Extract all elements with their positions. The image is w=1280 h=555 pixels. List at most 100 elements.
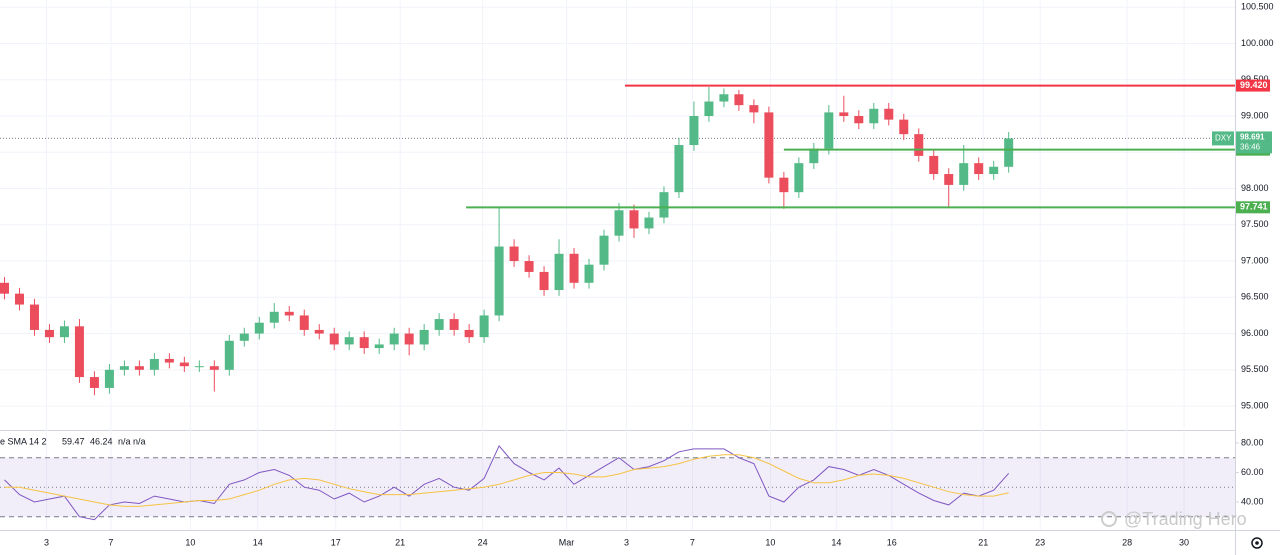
x-tick-label: 7 <box>108 537 113 547</box>
x-tick-label: 21 <box>978 537 988 547</box>
candle-body <box>104 369 114 388</box>
candle-body <box>134 366 144 370</box>
candle-body <box>254 322 264 334</box>
candle-body <box>524 261 534 272</box>
y-tick-label: 95.500 <box>1241 364 1269 374</box>
rsi-legend-value: 59.47 <box>62 436 85 446</box>
x-tick-label: 10 <box>765 537 775 547</box>
candle-body <box>989 166 999 175</box>
y-tick-label: 96.500 <box>1241 292 1269 302</box>
x-tick-label: 28 <box>1122 537 1132 547</box>
candle-body <box>494 246 504 316</box>
candle-body <box>614 210 624 236</box>
candle-body <box>269 311 279 323</box>
candle-body <box>239 333 249 341</box>
candle-body <box>644 217 654 229</box>
candle-body <box>704 101 714 117</box>
watermark-icon <box>1101 511 1117 527</box>
y-tick-label: 99.500 <box>1241 74 1269 84</box>
grid <box>0 0 1235 530</box>
candle-body <box>899 119 909 135</box>
candle-body <box>809 148 819 164</box>
candle-body <box>449 319 459 330</box>
candle-body <box>929 155 939 175</box>
candle-body <box>779 177 789 193</box>
plot <box>0 84 1235 521</box>
settings-icon[interactable] <box>1251 537 1263 549</box>
candle-body <box>794 163 804 193</box>
candle-body <box>374 344 384 349</box>
candle-body <box>824 112 834 149</box>
candle-body <box>674 145 684 193</box>
y-tick-label: 97.000 <box>1241 255 1269 265</box>
candle-body <box>29 304 39 330</box>
candle-body <box>479 315 489 338</box>
candle-body <box>89 377 99 388</box>
x-tick-label: 24 <box>478 537 488 547</box>
sma-legend-value: 46.24 <box>90 436 113 446</box>
level-label: 99.420 <box>1240 80 1268 90</box>
x-tick-label: Mar <box>559 537 575 547</box>
rsi-line <box>4 454 1009 507</box>
candle-body <box>434 319 444 330</box>
x-tick-label: 23 <box>1035 537 1045 547</box>
rsi-tick-label: 60.00 <box>1241 467 1264 477</box>
x-tick-label: 7 <box>690 537 695 547</box>
rsi-band <box>0 457 1235 517</box>
rsi-legend-na: n/a n/a <box>118 436 146 446</box>
candle-body <box>224 340 234 370</box>
candle-body <box>59 326 69 338</box>
candle-body <box>749 105 759 113</box>
candle-body <box>539 271 549 291</box>
candle-body <box>659 192 669 218</box>
candle-body <box>884 108 894 120</box>
candle-body <box>164 358 174 363</box>
x-tick-label: 3 <box>624 537 629 547</box>
candle-body <box>14 293 24 305</box>
candle-body <box>359 337 369 349</box>
symbol-label: DXY <box>1215 134 1232 143</box>
last-price-label: 98.691 <box>1240 133 1265 142</box>
candle-body <box>509 246 519 262</box>
rsi-tick-label: 40.00 <box>1241 496 1264 506</box>
candle-body <box>1004 138 1014 167</box>
candle-body <box>974 163 984 175</box>
y-tick-label: 95.000 <box>1241 400 1269 410</box>
x-tick-label: 30 <box>1179 537 1189 547</box>
rsi-tick-label: 80.00 <box>1241 437 1264 447</box>
candle-body <box>629 210 639 229</box>
candle-body <box>74 326 84 378</box>
candle-body <box>959 163 969 185</box>
y-tick-label: 97.500 <box>1241 219 1269 229</box>
price-tag <box>1236 131 1272 154</box>
x-tick-label: 3 <box>44 537 49 547</box>
gear-center[interactable] <box>1255 541 1259 545</box>
candle-body <box>209 366 219 370</box>
candle-body <box>734 94 744 106</box>
candle-body <box>764 112 774 178</box>
level-tag <box>1236 201 1270 214</box>
candle-body <box>869 108 879 124</box>
rsi-line <box>4 444 1010 521</box>
gear[interactable] <box>1251 537 1263 549</box>
y-tick-label: 98.000 <box>1241 183 1269 193</box>
candle-body <box>44 329 54 338</box>
x-tick-label: 14 <box>253 537 263 547</box>
watermark-text: @Trading Hero <box>1124 509 1247 529</box>
candle-body <box>719 94 729 102</box>
watermark: @Trading Hero <box>1101 509 1247 529</box>
candle-body <box>914 134 924 156</box>
candle-body <box>419 329 429 345</box>
candle-body <box>284 311 294 316</box>
candle-body <box>314 329 324 334</box>
level-label: 97.741 <box>1240 202 1268 212</box>
candle-body <box>0 282 9 294</box>
candle-body <box>119 366 129 370</box>
candle-body <box>299 315 309 330</box>
candle-body <box>569 253 579 283</box>
candle-body <box>344 337 354 345</box>
candle-body <box>389 333 399 345</box>
x-tick-label: 17 <box>331 537 341 547</box>
y-tick-label: 100.000 <box>1241 38 1274 48</box>
